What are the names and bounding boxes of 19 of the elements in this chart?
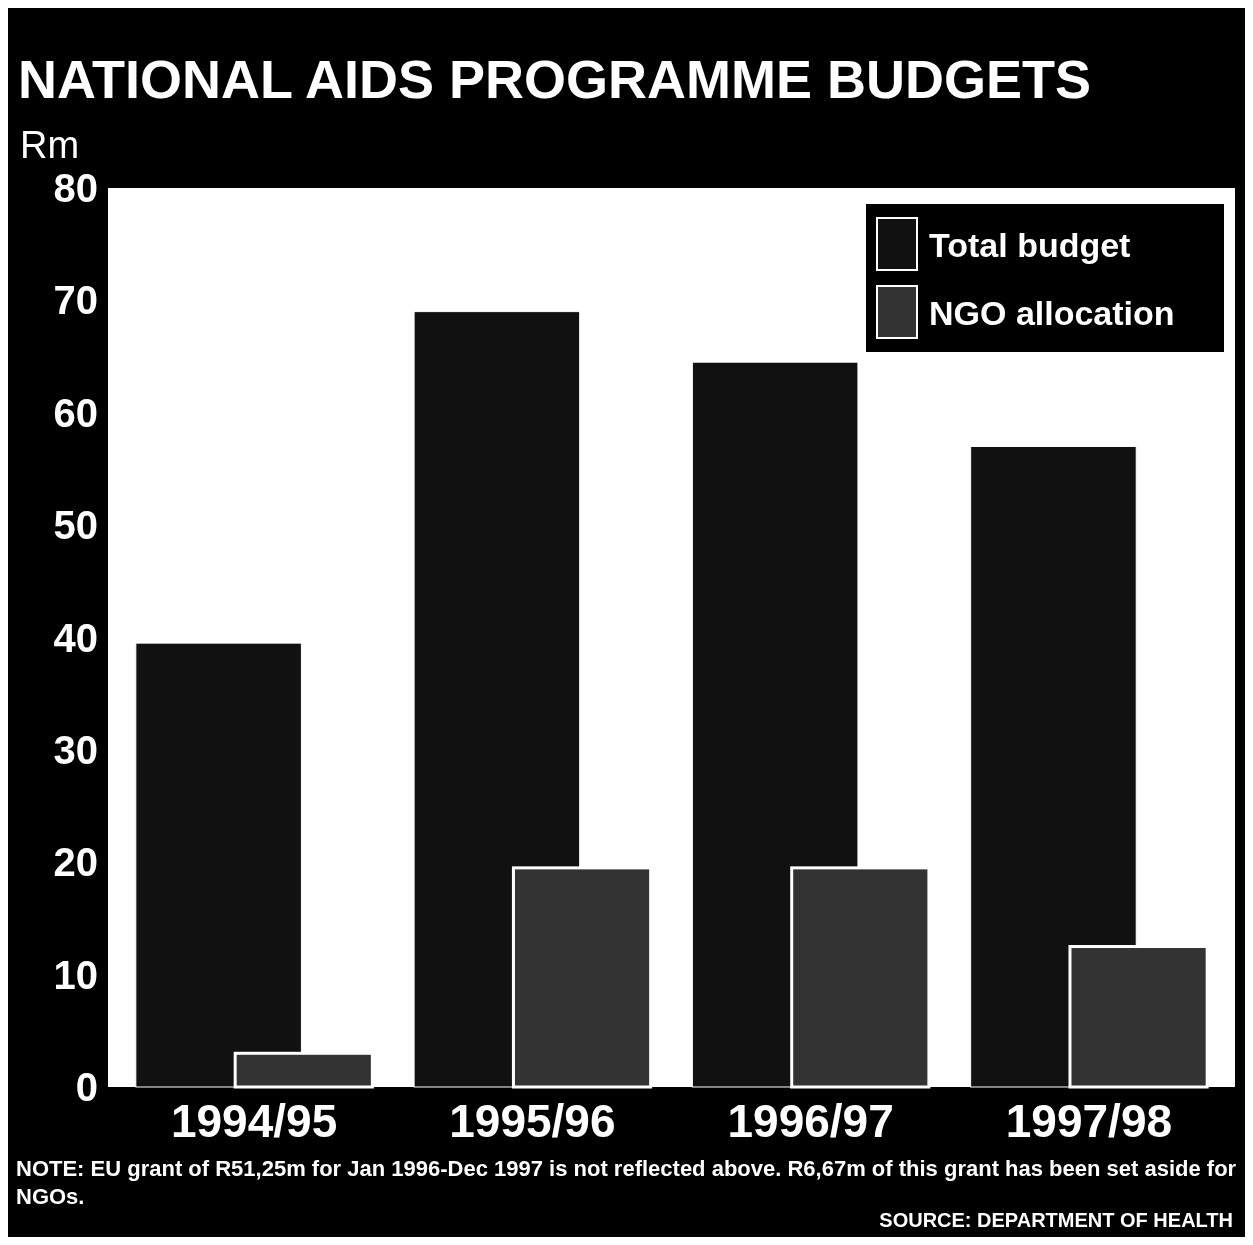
x-tick-label: 1997/98: [1005, 1095, 1173, 1147]
legend-label: Total budget: [929, 225, 1131, 264]
text: NOTE: EU grant of R51,25m for Jan 1996-Dec 1997 is not reflected above. R6,67m of this grant has been set aside for NGOs.: [16, 1156, 1237, 1209]
x-tick-label: 1996/97: [727, 1095, 894, 1147]
y-axis-title: Rm: [20, 124, 80, 166]
y-tick-label: 80: [53, 166, 98, 210]
y-tick-label: 30: [53, 727, 98, 772]
source-note: SOURCE: DEPARTMENT OF HEALTH: [879, 1209, 1233, 1231]
y-tick-label: 50: [53, 503, 98, 548]
chart-title: NATIONAL AIDS PROGRAMME BUDGETS: [18, 49, 1092, 109]
y-tick-label: 10: [53, 952, 98, 997]
y-tick-label: 20: [53, 840, 98, 885]
y-tick-label: 0: [75, 1065, 98, 1109]
x-tick-label: 1995/96: [449, 1095, 616, 1147]
legend-label: NGO allocation: [929, 293, 1175, 332]
y-tick-label: 70: [53, 278, 98, 323]
x-tick-label: 1994/95: [170, 1095, 338, 1147]
y-tick-label: 40: [53, 615, 98, 660]
y-tick-label: 60: [53, 390, 98, 435]
